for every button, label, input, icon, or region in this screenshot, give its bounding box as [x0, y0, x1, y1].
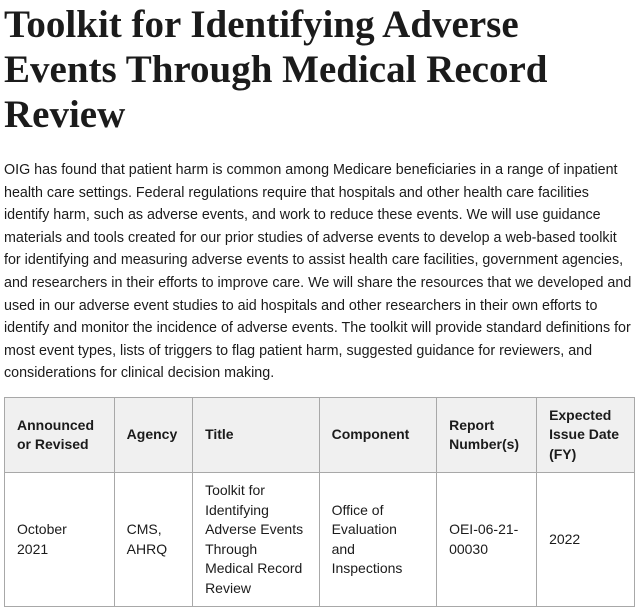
- table-head: Announced or Revised Agency Title Component…: [4, 396, 635, 474]
- header-row: Announced or Revised Agency Title Component…: [4, 396, 635, 474]
- table-cell: OEI-06-21-00030: [436, 472, 538, 607]
- table-cell: Office of Evaluation and Inspections: [318, 472, 438, 607]
- column-header: Component: [318, 396, 438, 474]
- page: html, body { margin: 0; padding: 0; } bo…: [4, 3, 635, 607]
- page-title: Toolkit for Identifying Adverse Events T…: [4, 3, 548, 136]
- body: {"header": {"title": "Toolkit for Identi…: [4, 3, 635, 607]
- table-row: October 2021 CMS, AHRQ Toolkit for Identif…: [4, 472, 635, 607]
- column-header: Report Number(s): [436, 396, 538, 474]
- table-body: October 2021 CMS, AHRQ Toolkit for Identif…: [4, 472, 635, 607]
- table-cell: Toolkit for Identifying Adverse Events T…: [192, 472, 320, 607]
- table-cell: CMS, AHRQ: [113, 472, 194, 607]
- column-header: Agency: [113, 396, 194, 474]
- column-header: Title: [192, 396, 320, 474]
- column-header: Announced or Revised: [4, 396, 115, 474]
- table-cell: 2022: [536, 472, 635, 607]
- work-plan-table: Announced or Revised Agency Title Component…: [4, 396, 635, 607]
- column-header: Expected Issue Date (FY): [536, 396, 635, 474]
- description: OIG has found that patient harm is commo…: [4, 162, 632, 382]
- table-cell: October 2021: [4, 472, 115, 607]
